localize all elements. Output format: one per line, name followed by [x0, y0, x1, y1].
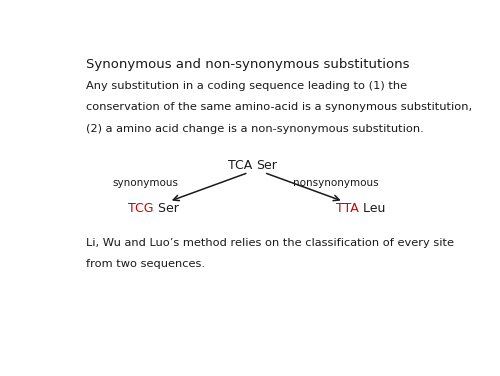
Text: synonymous: synonymous — [113, 177, 179, 188]
Text: from two sequences.: from two sequences. — [86, 259, 205, 269]
Text: TCA: TCA — [228, 159, 256, 172]
Text: (2) a amino acid change is a non-synonymous substitution.: (2) a amino acid change is a non-synonym… — [86, 124, 424, 133]
Text: conservation of the same amino-acid is a synonymous substitution,: conservation of the same amino-acid is a… — [86, 102, 472, 112]
Text: Li, Wu and Luo’s method relies on the classification of every site: Li, Wu and Luo’s method relies on the cl… — [86, 238, 454, 248]
Text: Any substitution in a coding sequence leading to (1) the: Any substitution in a coding sequence le… — [86, 81, 407, 91]
Text: TCG: TCG — [128, 202, 154, 215]
Text: Ser: Ser — [256, 159, 277, 172]
Text: Leu: Leu — [359, 202, 386, 215]
Text: Synonymous and non-synonymous substitutions: Synonymous and non-synonymous substituti… — [86, 58, 409, 71]
Text: Ser: Ser — [154, 202, 178, 215]
Text: nonsynonymous: nonsynonymous — [293, 177, 378, 188]
Text: TTA: TTA — [336, 202, 359, 215]
